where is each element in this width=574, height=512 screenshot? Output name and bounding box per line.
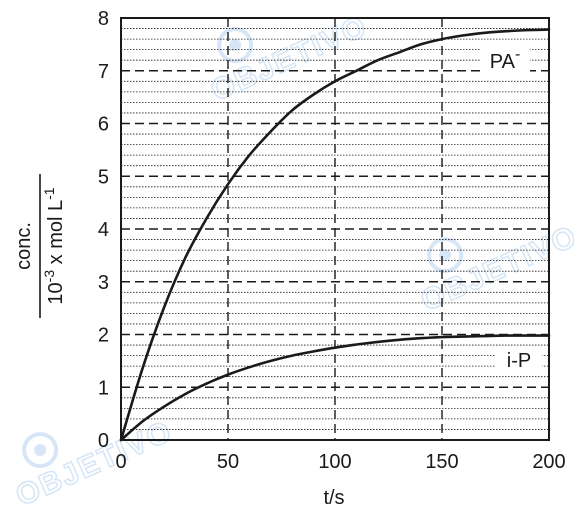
series-label-superscript: - <box>515 46 520 63</box>
series-label-ip: i-P <box>507 350 531 372</box>
y-axis-title-mid: x mol L <box>45 200 67 270</box>
watermark-text: OBJETIVO <box>11 414 178 512</box>
series-line-pa <box>119 28 551 442</box>
y-axis-title-unit-exp: -1 <box>41 187 57 200</box>
grid-layer <box>121 18 549 440</box>
watermark-logo-dot-icon <box>229 39 242 52</box>
y-axis-title: conc. 10-3 x mol L-1 <box>13 174 67 318</box>
watermark-logo-icon <box>217 27 254 64</box>
watermark: OBJETIVO <box>10 414 178 512</box>
y-axis-title-denominator: 10-3 x mol L-1 <box>41 187 67 304</box>
x-axis-title: t/s <box>323 487 344 509</box>
tick-label-layer: 0 1 2 3 4 5 6 7 8 0 50 100 150 200 <box>98 8 566 473</box>
y-axis-title-exp: -3 <box>41 270 57 283</box>
series-line-ip <box>119 334 551 442</box>
y-tick-label: 2 <box>98 325 109 347</box>
x-tick-label: 100 <box>318 451 351 473</box>
series-label-background <box>496 348 542 374</box>
plot-frame <box>120 17 550 441</box>
x-tick-label: 150 <box>425 451 458 473</box>
y-tick-label: 8 <box>98 8 109 30</box>
series-label-name: PA <box>490 51 516 73</box>
y-tick-label: 4 <box>98 219 109 241</box>
y-tick-label: 6 <box>98 114 109 136</box>
y-axis-title-base: 10 <box>45 282 67 304</box>
watermark-logo-icon <box>22 432 59 469</box>
y-axis-title-numerator: conc. <box>13 222 35 270</box>
y-tick-label: 7 <box>98 61 109 83</box>
y-tick-label: 1 <box>98 377 109 399</box>
y-tick-label: 3 <box>98 272 109 294</box>
watermark: OBJETIVO <box>205 9 373 109</box>
x-tick-label: 200 <box>532 451 565 473</box>
x-tick-label: 0 <box>115 451 126 473</box>
watermark-logo-icon <box>427 237 464 274</box>
x-tick-label: 50 <box>217 451 239 473</box>
series-label-background <box>480 49 530 75</box>
y-tick-label: 0 <box>98 430 109 452</box>
y-tick-label: 5 <box>98 166 109 188</box>
series-label-name: i-P <box>507 350 531 372</box>
watermark-logo-dot-icon <box>34 444 47 457</box>
series-layer: PA-i-P <box>119 28 551 442</box>
series-label-pa: PA- <box>490 46 521 73</box>
